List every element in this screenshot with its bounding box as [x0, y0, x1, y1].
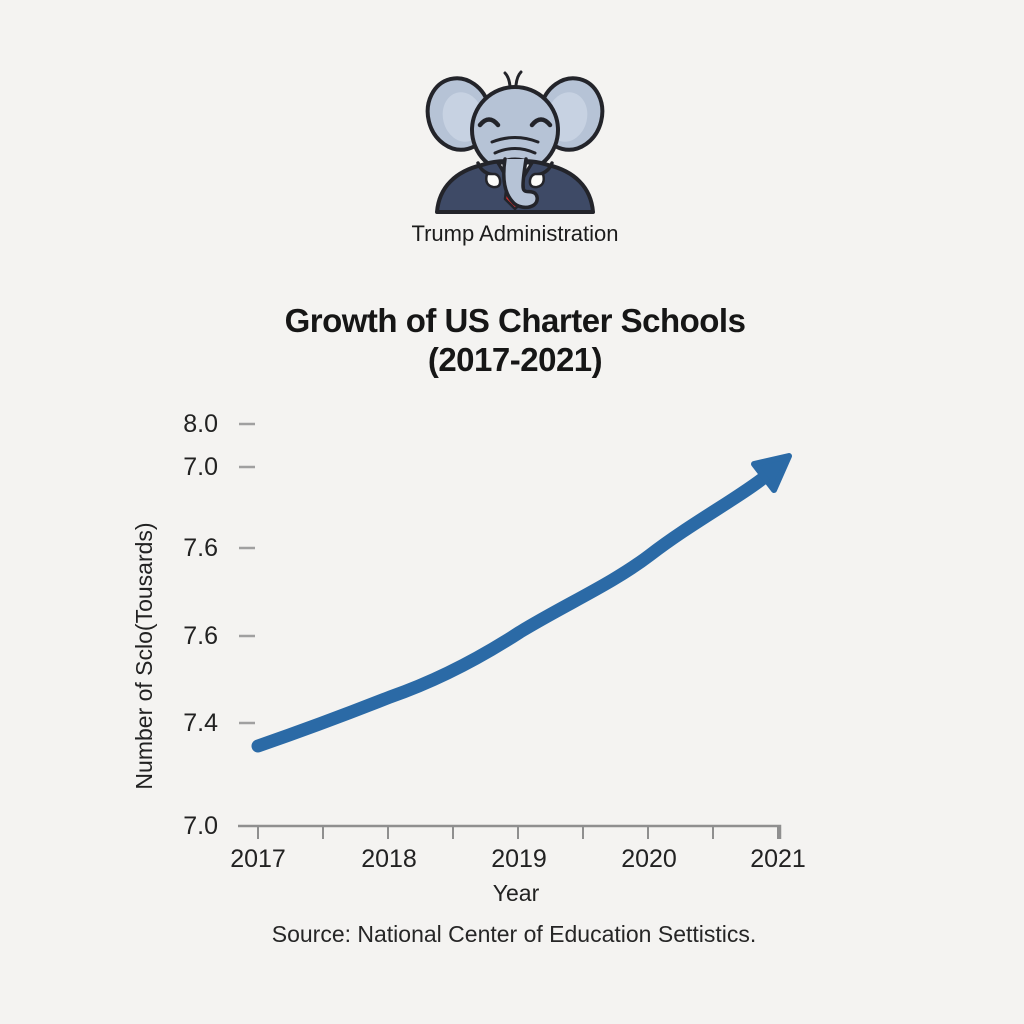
chart-title-line1: Growth of US Charter Schools	[285, 302, 746, 339]
elephant-eye-left	[477, 117, 501, 128]
x-tick-label: 2021	[750, 845, 806, 873]
y-tick-label: 7.0	[183, 812, 218, 840]
y-tick-label: 7.0	[183, 453, 218, 481]
x-tick-label: 2017	[230, 845, 286, 873]
x-tick-marks	[257, 826, 779, 839]
x-axis: 2017 2018 2019 2020 2021 Year	[230, 824, 806, 906]
elephant-tusk-right	[528, 172, 545, 189]
x-tick-label: 2020	[621, 845, 677, 873]
y-axis-title: Number of Sclo(Tousards)	[131, 522, 157, 789]
trend-series	[251, 453, 792, 753]
y-tick-label: 7.6	[183, 622, 218, 650]
trend-line	[251, 469, 773, 753]
trend-arrowhead-icon	[751, 453, 792, 493]
y-tick-label: 8.0	[183, 410, 218, 438]
elephant-hair	[503, 70, 523, 88]
elephant-mascot-icon	[425, 70, 605, 214]
mascot-caption: Trump Administration	[411, 221, 618, 246]
y-tick-label: 7.6	[183, 534, 218, 562]
elephant-tusk-left	[485, 172, 502, 189]
y-axis: 8.0 7.0 7.6 7.6 7.4 7.0 Number of Sclo(T…	[131, 410, 255, 840]
x-axis-title: Year	[493, 880, 540, 906]
elephant-trunk	[502, 157, 539, 210]
x-tick-label: 2018	[361, 845, 417, 873]
x-axis-line	[238, 824, 782, 839]
y-tick-dashes	[239, 422, 255, 725]
x-tick-label: 2019	[491, 845, 547, 873]
elephant-eye-right	[529, 117, 553, 128]
source-note: Source: National Center of Education Set…	[272, 921, 757, 947]
y-tick-label: 7.4	[183, 709, 218, 737]
chart-title-line2: (2017-2021)	[428, 341, 602, 378]
